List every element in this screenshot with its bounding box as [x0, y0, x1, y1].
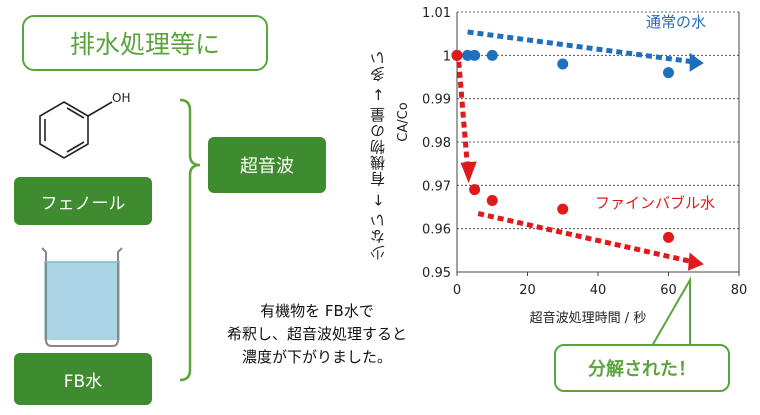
x-tick-label: 80: [731, 283, 748, 298]
y-tick-label: 1.01: [422, 6, 451, 21]
data-point: [469, 184, 481, 196]
blue-arrowhead: [689, 52, 704, 72]
y-tick-label: 0.95: [422, 266, 451, 281]
callout-text: 分解された！: [588, 359, 696, 380]
data-point: [557, 203, 569, 215]
red-drop-arrow: [456, 61, 471, 169]
x-tick-label: 20: [519, 283, 536, 298]
y-tick-label: 0.99: [422, 93, 451, 108]
red-arrowhead: [687, 252, 704, 271]
y-tick-label: 0.97: [422, 179, 451, 194]
y-axis-label: CA/Co: [396, 102, 411, 141]
callout-box: 分解された！: [554, 344, 730, 392]
data-point: [663, 67, 674, 79]
data-point: [663, 231, 674, 243]
x-tick-label: 0: [453, 283, 461, 298]
phenol-label: フェノール: [14, 177, 152, 225]
data-point: [557, 58, 569, 70]
data-point: [486, 195, 498, 206]
y-tick-label: 0.98: [422, 136, 451, 151]
fb-water-label: FB水: [14, 353, 152, 405]
red-trend-arrow: [477, 211, 691, 264]
beaker-icon: [41, 247, 123, 347]
title-box: 排水処理等に: [22, 15, 268, 71]
y-tick-label: 1: [443, 49, 451, 64]
x-tick-label: 60: [660, 283, 677, 298]
page-title: 排水処理等に: [69, 30, 220, 59]
phenol-oh-label: OH: [112, 91, 130, 105]
sonication-label: 超音波: [208, 137, 326, 193]
bracket-lines: [179, 98, 201, 382]
description-text: 有機物を FB水で 希釈し、超音波処理すると 濃度が下がりました。: [192, 300, 442, 369]
data-point: [486, 49, 498, 61]
y-tick-label: 0.96: [422, 223, 451, 238]
x-tick-label: 40: [590, 283, 607, 298]
data-point: [451, 49, 463, 61]
x-axis-label: 超音波処理時間 / 秒: [530, 310, 647, 326]
red-drop-arrowhead: [460, 161, 477, 184]
data-point: [469, 49, 481, 61]
description-line: 希釈し、超音波処理すると: [226, 325, 407, 343]
description-line: 有機物を FB水で: [260, 302, 374, 320]
series-label-fine-bubble-water: ファインバブル水: [595, 194, 715, 212]
series-label-normal-water: 通常の水: [646, 13, 706, 31]
blue-trend-arrow: [467, 29, 694, 65]
description-line: 濃度が下がりました。: [241, 348, 392, 366]
phenol-structure-icon: [39, 101, 113, 159]
